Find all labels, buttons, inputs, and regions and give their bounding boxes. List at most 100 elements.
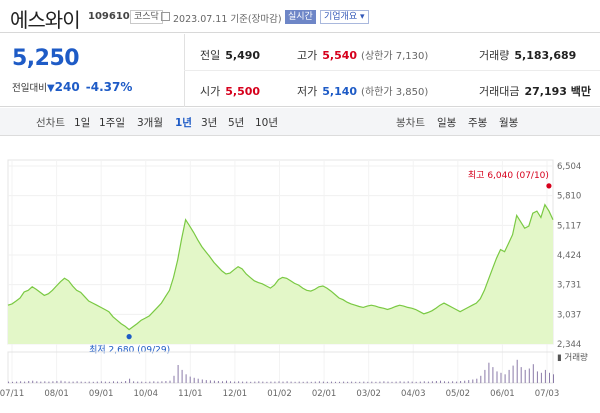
y-tick-label: 5,810 bbox=[557, 192, 581, 202]
volume-bar bbox=[234, 381, 236, 384]
period-3m[interactable]: 3개월 bbox=[137, 117, 164, 129]
volume-bar bbox=[419, 381, 421, 384]
volume-bar bbox=[32, 380, 34, 383]
volume-bar bbox=[88, 381, 90, 384]
volume-bar bbox=[254, 381, 256, 384]
price-summary: 5,250 전일대비▼240 -4.37% 전일 5,490 고가 5,540 (상한가… bbox=[0, 34, 600, 107]
volume-bar bbox=[496, 371, 498, 383]
volume-bar bbox=[189, 376, 191, 383]
open-value: 5,500 bbox=[225, 85, 261, 98]
volume-bar bbox=[169, 380, 171, 383]
candle-weekly[interactable]: 주봉 bbox=[468, 117, 488, 129]
period-5y[interactable]: 5년 bbox=[228, 117, 245, 129]
volume-bar bbox=[435, 381, 437, 383]
volume-bar bbox=[448, 381, 449, 384]
volume-bar bbox=[318, 381, 320, 383]
volume-bar bbox=[104, 381, 106, 384]
volume-bar bbox=[278, 381, 280, 383]
change-percent: -4.37% bbox=[85, 80, 133, 94]
volume-bar bbox=[56, 381, 58, 383]
volume-bar bbox=[145, 381, 147, 383]
volume-bar bbox=[76, 381, 78, 383]
volume-bar bbox=[161, 381, 163, 383]
volume-bar bbox=[246, 381, 248, 384]
volume-bar bbox=[553, 374, 554, 383]
amount-label: 거래대금 bbox=[479, 85, 520, 98]
volume-bar bbox=[16, 381, 18, 384]
low-label: 저가 bbox=[297, 85, 318, 98]
volume-bar bbox=[431, 381, 433, 383]
volume-bar bbox=[8, 381, 9, 384]
volume-bar bbox=[375, 381, 377, 383]
min-marker bbox=[126, 334, 132, 340]
x-tick-label: 06/01 bbox=[490, 389, 515, 399]
x-tick-label: 01/02 bbox=[267, 389, 292, 399]
volume-bar bbox=[157, 381, 159, 384]
volume-bar bbox=[343, 381, 345, 384]
y-tick-label: 4,424 bbox=[557, 251, 581, 261]
volume-bar bbox=[427, 381, 429, 384]
volume-bar bbox=[290, 381, 292, 384]
upper-limit: (상한가 7,130) bbox=[361, 51, 429, 62]
volume-bar bbox=[476, 378, 478, 383]
volume-bar bbox=[492, 367, 494, 384]
company-overview-button[interactable]: 기업개요 ▾ bbox=[320, 10, 369, 24]
period-10y[interactable]: 10년 bbox=[255, 117, 279, 129]
volume-bar bbox=[294, 381, 296, 383]
volume-bar bbox=[80, 381, 82, 384]
volume-bar bbox=[72, 381, 74, 384]
volume-bar bbox=[536, 371, 538, 383]
volume-bar bbox=[488, 362, 490, 383]
volume-bar bbox=[274, 381, 276, 384]
volume-bar bbox=[193, 377, 195, 383]
volume-bar bbox=[456, 381, 458, 384]
candle-daily[interactable]: 일봉 bbox=[437, 117, 457, 129]
prev-close-value: 5,490 bbox=[225, 49, 261, 62]
candle-monthly[interactable]: 월봉 bbox=[499, 117, 519, 129]
x-tick-label: 11/01 bbox=[178, 389, 203, 399]
change-info: 전일대비▼240 -4.37% bbox=[12, 80, 132, 94]
volume-bar bbox=[125, 381, 127, 383]
volume-bar bbox=[423, 381, 425, 383]
volume-bar bbox=[226, 380, 227, 383]
period-1w[interactable]: 1주일 bbox=[99, 117, 126, 129]
volume-bar bbox=[40, 381, 42, 384]
market-badge: 코스닥 bbox=[130, 10, 163, 24]
volume-bar bbox=[177, 365, 179, 383]
volume-bar bbox=[383, 381, 385, 383]
period-1d[interactable]: 1일 bbox=[74, 117, 91, 129]
volume-bar bbox=[359, 381, 361, 383]
open-price: 시가 5,500 bbox=[200, 83, 260, 99]
y-tick-label: 3,731 bbox=[557, 281, 581, 291]
volume-bar bbox=[544, 369, 546, 383]
volume-bar bbox=[468, 380, 470, 383]
volume-bar bbox=[355, 381, 357, 383]
volume-bar bbox=[298, 381, 300, 384]
x-tick-label: 12/01 bbox=[223, 389, 248, 399]
realtime-button[interactable]: 실시간 bbox=[285, 10, 316, 24]
volume-bar bbox=[173, 375, 175, 384]
period-1y[interactable]: 1년 bbox=[175, 117, 192, 129]
volume-bar bbox=[331, 381, 332, 384]
volume-bar bbox=[149, 381, 151, 384]
x-tick-label: 08/01 bbox=[44, 389, 69, 399]
price-chart[interactable]: 6,504 5,810 5,117 4,424 3,731 3,037 2,344 최고 6,… bbox=[0, 140, 600, 413]
volume-bar bbox=[407, 381, 409, 383]
volume-bar bbox=[347, 381, 349, 383]
volume-bar bbox=[52, 381, 54, 383]
y-tick-label: 3,037 bbox=[557, 310, 581, 320]
period-3y[interactable]: 3년 bbox=[201, 117, 218, 129]
y-tick-label: 2,344 bbox=[557, 340, 581, 350]
y-tick-label: 6,504 bbox=[557, 162, 581, 172]
divider bbox=[184, 70, 600, 71]
volume-bar bbox=[96, 381, 98, 384]
calendar-icon bbox=[161, 12, 170, 21]
volume-bar bbox=[351, 381, 353, 384]
volume-bar bbox=[92, 381, 94, 383]
volume-bar bbox=[141, 381, 143, 384]
volume-bar bbox=[484, 369, 486, 383]
volume-frame bbox=[7, 351, 554, 384]
volume-bar bbox=[335, 381, 336, 383]
amount-value: 27,193 백만 bbox=[524, 85, 592, 98]
volume-bar bbox=[286, 381, 288, 383]
